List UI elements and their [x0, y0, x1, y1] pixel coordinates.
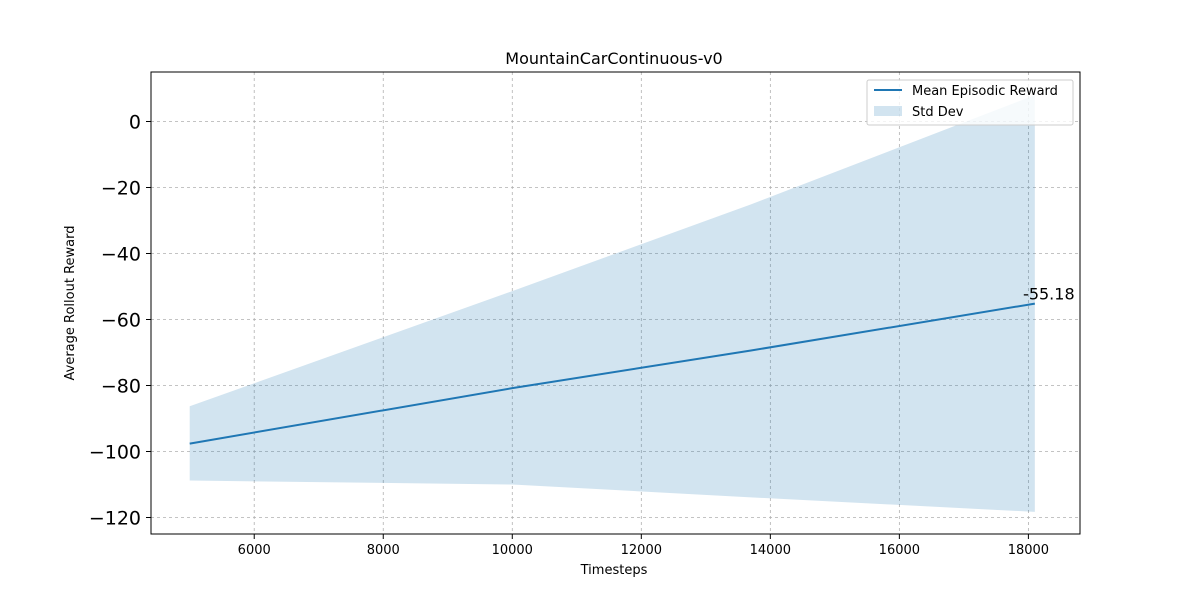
x-axis-ticks: 6000 8000 10000 12000 14000 16000 18000: [238, 534, 1049, 558]
y-axis-label: Average Rollout Reward: [63, 226, 78, 381]
legend: Mean Episodic Reward Std Dev: [866, 79, 1074, 126]
y-axis-ticks: 0 −20 −40 −60 −80 −100 −120: [89, 112, 151, 530]
y-tick-label: −100: [89, 442, 141, 464]
legend-label-std-dev: Std Dev: [912, 105, 964, 120]
x-tick-label: 16000: [879, 543, 920, 558]
y-tick-label: −40: [101, 244, 141, 266]
x-tick-label: 8000: [367, 543, 400, 558]
x-tick-label: 12000: [621, 543, 662, 558]
x-tick-label: 6000: [238, 543, 271, 558]
y-tick-label: 0: [129, 112, 141, 134]
std-dev-band-layer: [189, 95, 1035, 512]
y-tick-label: −120: [89, 508, 141, 530]
legend-band-swatch: [874, 106, 902, 116]
std-dev-band: [189, 95, 1035, 512]
y-tick-label: −60: [101, 310, 141, 332]
x-axis-label: Timesteps: [580, 563, 648, 578]
y-tick-label: −80: [101, 376, 141, 398]
x-tick-label: 18000: [1008, 543, 1049, 558]
final-value-label: -55.18: [1023, 285, 1075, 304]
y-tick-label: −20: [101, 178, 141, 200]
mean-reward-line: [189, 302, 1036, 445]
legend-box: [866, 79, 1074, 126]
plot-area-frame: [150, 71, 1081, 535]
mean-line-layer: [189, 302, 1036, 445]
legend-label-mean: Mean Episodic Reward: [912, 84, 1058, 99]
chart-title: MountainCarContinuous-v0: [505, 49, 722, 68]
x-tick-label: 10000: [492, 543, 533, 558]
x-tick-label: 14000: [750, 543, 791, 558]
annotations: -55.18: [1023, 285, 1075, 304]
